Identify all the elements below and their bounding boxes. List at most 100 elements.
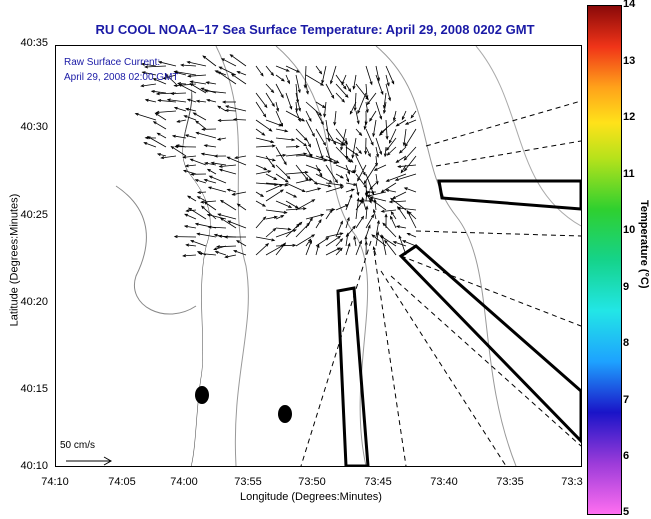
radar-beam-lines [300,100,581,466]
current-vector [193,112,207,121]
current-vector [305,110,312,122]
current-vector [305,137,311,147]
current-vector-head [265,243,270,247]
current-vector-head [346,178,350,183]
current-vector-field [134,54,417,259]
current-vector [365,146,371,157]
current-vector-head [343,85,347,90]
beam-line [435,140,581,167]
x-tick: 73:35 [496,476,524,488]
current-vector [285,191,297,198]
annotation-line2: April 29, 2008 02:00 GMT [64,72,179,83]
current-vector [345,155,353,163]
current-vector [324,101,327,117]
colorbar-tick: 7 [623,394,630,406]
current-vector-head [349,193,353,198]
current-vector [285,223,300,238]
current-vector-head [155,110,160,114]
current-vector [255,119,272,132]
current-vector [345,182,357,186]
current-vector [157,153,167,157]
current-vector [369,110,377,122]
current-vector [345,83,351,92]
colorbar-tick: 12 [623,111,636,123]
current-vector [219,66,237,76]
current-vector-head [164,73,169,78]
current-vector [187,195,197,202]
current-vector-head [271,238,276,242]
current-vector [345,217,350,229]
current-vector-head [189,80,194,84]
current-vector-head [400,169,404,174]
current-vector [325,186,344,193]
map-area[interactable] [55,45,582,467]
current-vector [188,207,207,220]
current-vector [364,119,367,130]
current-vector [196,100,207,103]
current-vector-head [402,142,406,147]
sector-east [398,244,581,444]
colorbar-tick: 10 [623,224,636,236]
current-vector [355,173,367,188]
current-vector [208,226,227,229]
current-vector-head [170,146,175,150]
current-vector-head [182,169,187,173]
current-vector-head [184,134,189,138]
x-tick: 73:45 [364,476,392,488]
current-vector-head [285,179,289,183]
sector-south [336,286,370,466]
current-vector [285,182,306,192]
current-vector-head [271,103,275,108]
current-vector-head [150,90,155,94]
current-vector-head [305,90,309,95]
current-vector-head [283,210,288,214]
current-vector-head [358,132,363,137]
current-vector-head [379,235,384,239]
current-vector-head [202,55,207,59]
current-vector [236,240,247,247]
current-vector-head [207,225,212,229]
current-vector-head [141,71,146,75]
current-vector-head [298,221,303,226]
current-vector-head [347,159,352,163]
current-vector [315,244,320,256]
current-vector [231,73,247,85]
current-vector [325,164,338,183]
current-vector-head [356,197,360,202]
current-vector [225,110,237,112]
current-vector-head [213,247,218,251]
current-vector-head [379,130,384,134]
current-vector-head [295,108,299,113]
current-vector-head [369,198,374,202]
current-vector-head [260,193,265,198]
current-vector-head [403,187,408,191]
current-vector-head [210,161,215,165]
current-vector-head [157,61,162,64]
current-vector-head [225,105,229,109]
current-vector-head [140,62,145,66]
current-vector-head [372,208,376,213]
current-vector-head [285,68,290,72]
current-vector-head [262,203,266,207]
colorbar-tick: 5 [623,506,630,518]
current-vector-head [369,196,374,200]
current-vector-head [206,99,211,102]
current-vector-head [185,107,190,111]
current-vector [255,65,264,77]
current-vector-head [349,110,353,115]
current-vector-head [371,234,376,238]
current-vector [384,146,387,157]
current-vector [197,191,207,193]
y-tick: 40:15 [20,383,48,395]
current-vector [353,74,357,89]
current-vector [275,215,284,220]
current-vector [374,164,387,171]
current-vector [315,128,326,146]
current-vector [219,164,237,167]
current-vector-head [340,220,343,225]
current-vector-head [219,217,224,221]
current-vector-head [218,168,223,172]
current-vector [357,92,367,114]
current-vector [153,78,167,85]
current-vector-head [189,158,194,162]
